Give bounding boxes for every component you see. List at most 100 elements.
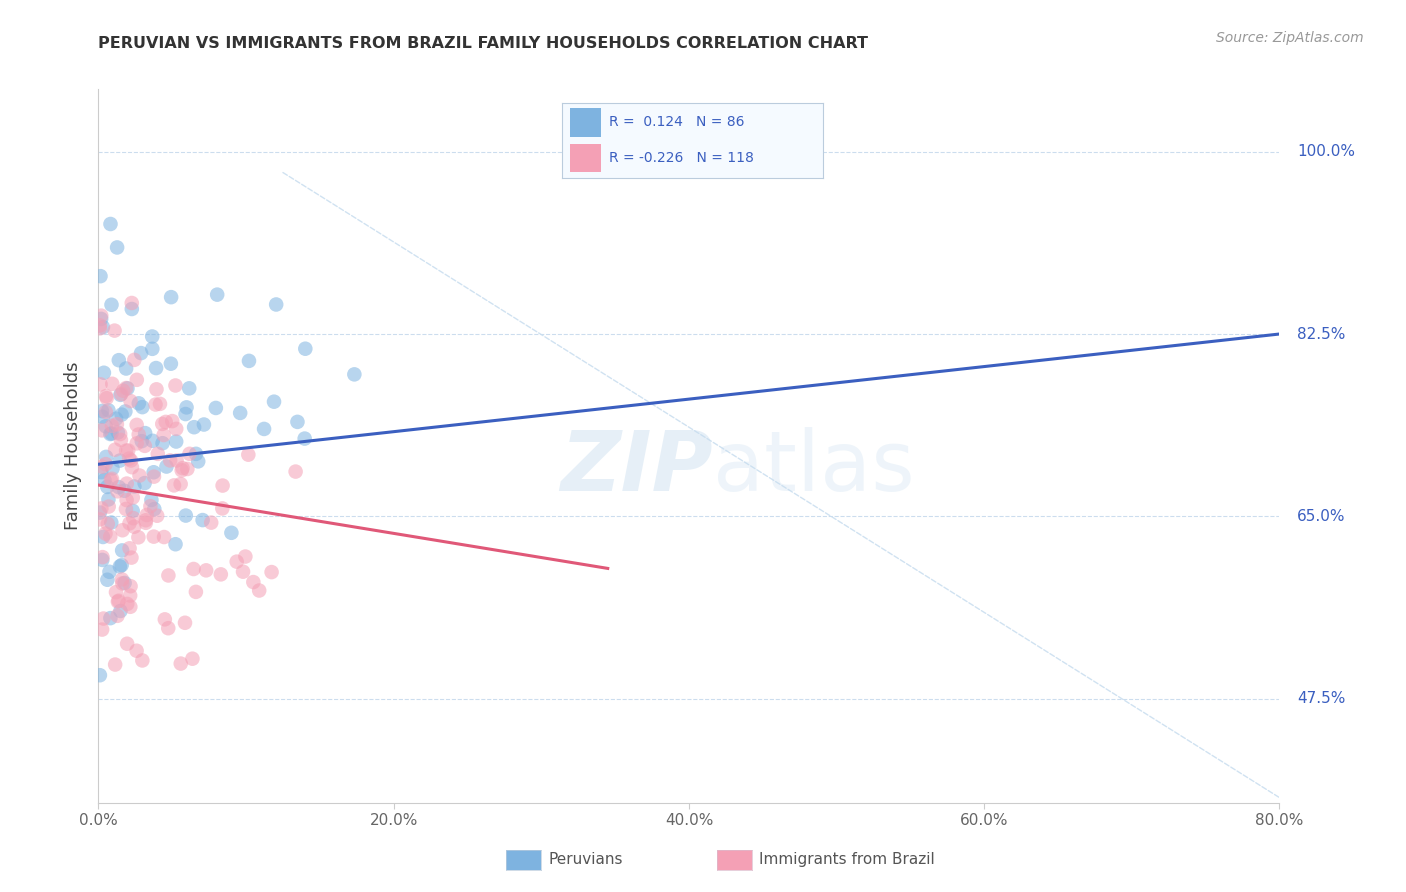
Point	[93, 366, 115, 380]
Point	[141, 329, 163, 343]
Point	[94, 457, 117, 471]
Point	[101, 461, 124, 475]
Point	[91, 623, 114, 637]
Point	[107, 608, 129, 623]
Point	[115, 361, 138, 376]
Point	[91, 320, 114, 334]
Point	[97, 500, 120, 514]
Point	[205, 401, 228, 415]
Y-axis label: Family Households: Family Households	[65, 362, 83, 530]
Point	[235, 549, 257, 564]
Point	[142, 530, 165, 544]
Point	[260, 565, 283, 579]
Text: 47.5%: 47.5%	[1298, 691, 1346, 706]
Point	[238, 448, 260, 462]
Point	[120, 550, 142, 565]
Point	[184, 585, 207, 599]
Point	[153, 612, 176, 626]
Point	[145, 382, 167, 396]
Point	[157, 621, 180, 635]
Point	[343, 368, 366, 382]
Point	[110, 388, 132, 402]
Point	[195, 563, 218, 577]
Point	[111, 573, 134, 587]
Point	[127, 530, 149, 544]
Point	[120, 599, 142, 614]
Point	[159, 453, 181, 467]
Point	[131, 400, 153, 414]
Point	[145, 361, 167, 376]
Point	[96, 391, 118, 405]
Point	[101, 418, 124, 433]
Text: 82.5%: 82.5%	[1298, 326, 1346, 342]
Point	[114, 404, 136, 418]
Point	[94, 450, 117, 464]
Point	[229, 406, 252, 420]
Point	[153, 530, 176, 544]
Point	[135, 508, 157, 522]
Point	[142, 465, 165, 479]
Point	[100, 611, 122, 625]
Point	[122, 520, 145, 534]
Point	[135, 516, 157, 530]
Point	[294, 432, 316, 446]
Point	[91, 459, 114, 474]
Point	[104, 442, 127, 457]
Point	[176, 462, 198, 476]
Point	[105, 417, 128, 432]
Point	[238, 354, 260, 368]
Point	[111, 558, 134, 572]
Point	[149, 397, 172, 411]
Point	[128, 396, 150, 410]
Point	[107, 484, 129, 499]
Point	[100, 473, 122, 487]
Point	[125, 373, 148, 387]
Point	[111, 408, 134, 422]
Point	[120, 453, 142, 467]
Point	[107, 425, 129, 440]
Text: Peruvians: Peruvians	[548, 853, 623, 867]
Point	[100, 516, 122, 530]
Point	[110, 433, 132, 447]
Point	[91, 530, 114, 544]
Point	[134, 426, 156, 441]
Point	[170, 463, 193, 477]
Point	[134, 439, 156, 453]
Point	[181, 651, 204, 665]
Point	[141, 342, 163, 356]
Point	[89, 506, 111, 520]
Point	[287, 415, 309, 429]
Point	[211, 478, 233, 492]
Point	[232, 565, 254, 579]
Point	[124, 352, 146, 367]
Point	[98, 427, 121, 442]
Point	[121, 491, 143, 505]
Point	[94, 389, 117, 403]
Point	[176, 401, 198, 415]
Point	[112, 384, 135, 398]
Point	[146, 508, 169, 523]
Point	[145, 398, 167, 412]
Point	[121, 296, 143, 310]
Point	[89, 318, 111, 333]
Text: 65.0%: 65.0%	[1298, 508, 1346, 524]
Point	[90, 465, 112, 479]
Point	[264, 297, 287, 311]
Text: ZIP: ZIP	[560, 427, 713, 508]
Point	[115, 443, 138, 458]
Point	[89, 269, 111, 284]
Point	[179, 381, 201, 395]
Point	[90, 309, 112, 323]
Point	[120, 579, 142, 593]
Point	[98, 530, 121, 544]
Point	[166, 453, 188, 467]
Point	[152, 436, 174, 450]
Point	[253, 422, 276, 436]
Point	[93, 611, 115, 625]
Point	[174, 615, 197, 630]
Point	[105, 240, 128, 254]
Point	[155, 459, 177, 474]
Point	[110, 604, 132, 618]
Point	[205, 287, 228, 301]
Point	[121, 460, 143, 475]
